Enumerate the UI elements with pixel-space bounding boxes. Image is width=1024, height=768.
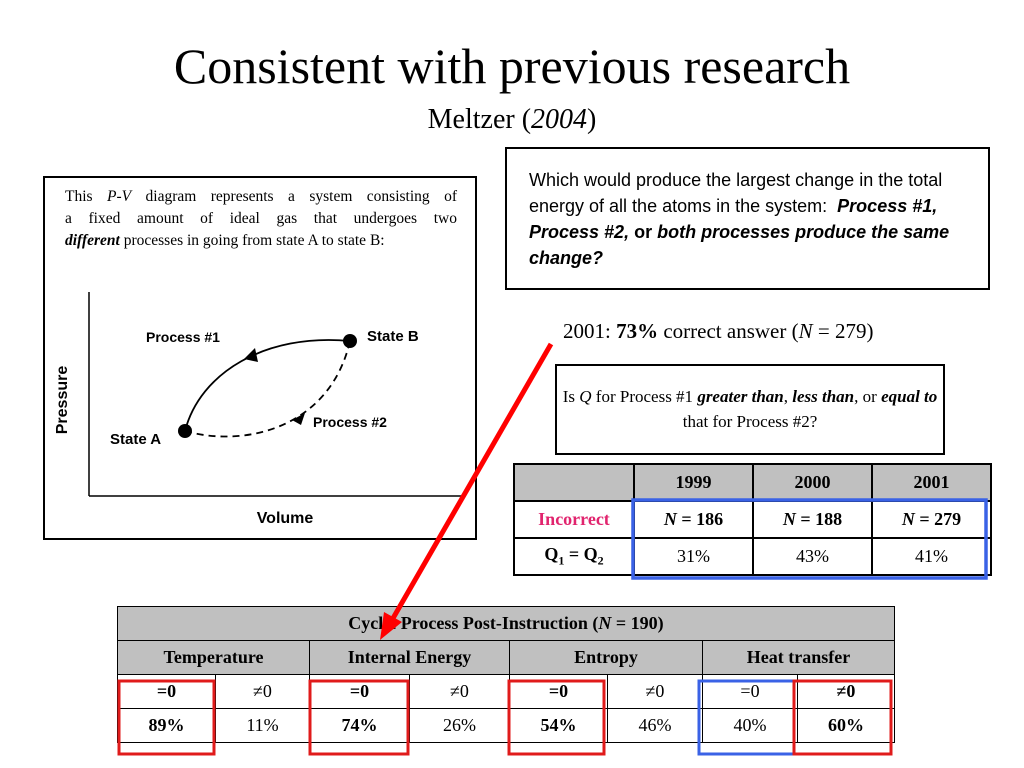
sub-eq-0: =0 xyxy=(309,674,410,709)
cyclic-value: 11% xyxy=(215,708,310,743)
state-b-point xyxy=(343,334,357,348)
year-header: 2001 xyxy=(871,463,992,502)
y-axis-label: Pressure xyxy=(54,366,71,435)
slide-title: Consistent with previous research xyxy=(173,38,851,94)
q-cell: 31% xyxy=(633,537,754,576)
x-axis-label: Volume xyxy=(257,510,314,527)
q-cell: 41% xyxy=(871,537,992,576)
sub-eq-0: =0 xyxy=(702,674,798,709)
group-temperature: Temperature xyxy=(117,640,310,675)
question-box: Which would produce the largest change i… xyxy=(505,147,990,290)
cyclic-value: 74% xyxy=(309,708,410,743)
question-or: or xyxy=(634,222,653,242)
n-cell: N = 279 xyxy=(871,500,992,539)
question-text: Which would produce the largest change i… xyxy=(529,170,943,216)
subtitle-close: ) xyxy=(587,104,597,135)
row-label-incorrect: Incorrect xyxy=(513,500,635,539)
result-middle: correct answer ( xyxy=(663,319,799,343)
cyclic-value: 40% xyxy=(702,708,798,743)
process1-arrow xyxy=(244,348,258,362)
result-line: 2001: 73% correct answer (N = 279) xyxy=(563,318,873,344)
year-header: 2000 xyxy=(752,463,873,502)
cyclic-title: Cyclic Process Post-Instruction (N = 190… xyxy=(117,606,895,641)
result-n-value: = 279) xyxy=(817,319,874,343)
result-prefix: 2001: xyxy=(563,319,611,343)
question-option-3: both processes produce the same change? xyxy=(529,222,950,268)
process1-curve xyxy=(184,339,351,432)
n-cell: N = 188 xyxy=(752,500,873,539)
sub-eq-0: =0 xyxy=(117,674,216,709)
years-header-empty xyxy=(513,463,635,502)
result-n-label: N xyxy=(798,319,813,343)
sub-neq-0: ≠0 xyxy=(215,674,310,709)
process1-label: Process #1 xyxy=(146,329,220,345)
cyclic-value: 89% xyxy=(117,708,216,743)
result-percent: 73% xyxy=(616,319,659,343)
process2-arrow xyxy=(292,413,305,425)
sub-neq-0: ≠0 xyxy=(607,674,703,709)
subtitle-author: Meltzer ( xyxy=(427,104,532,135)
sub-neq-0: ≠0 xyxy=(797,674,895,709)
cyclic-value: 54% xyxy=(509,708,608,743)
pv-desc-line-1: This P-V diagram represents a system con… xyxy=(65,188,458,205)
pv-diagram: Pressure Volume Process #1 Process #2 St… xyxy=(54,292,465,527)
state-a-point xyxy=(178,424,192,438)
process2-curve xyxy=(184,340,351,438)
slide-subtitle: Meltzer (2004) xyxy=(0,104,1024,136)
sub-eq-0: =0 xyxy=(509,674,608,709)
pv-desc-line-3: different processes in going from state … xyxy=(65,232,385,249)
question-option-1-2: Process #1, Process #2, xyxy=(529,196,938,242)
pv-desc-line-2: a fixed amount of ideal gas that undergo… xyxy=(65,210,457,227)
subtitle-year: 2004 xyxy=(531,104,588,135)
group-internal-energy: Internal Energy xyxy=(309,640,510,675)
cyclic-value: 46% xyxy=(607,708,703,743)
group-heat-transfer: Heat transfer xyxy=(702,640,895,675)
cyclic-value: 60% xyxy=(797,708,895,743)
sub-neq-0: ≠0 xyxy=(409,674,510,709)
years-table: 1999 2000 2001 Incorrect N = 186 N = 188… xyxy=(513,463,992,576)
process2-label: Process #2 xyxy=(313,414,387,430)
q-cell: 43% xyxy=(752,537,873,576)
state-b-label: State B xyxy=(367,328,419,345)
cyclic-table: Cyclic Process Post-Instruction (N = 190… xyxy=(117,606,895,743)
state-a-label: State A xyxy=(110,431,161,448)
pv-description: This P-V diagram represents a system con… xyxy=(65,186,457,252)
row-label-q: Q1 = Q2 xyxy=(513,537,635,576)
question2-box: Is Q for Process #1 greater than, less t… xyxy=(555,364,945,455)
group-entropy: Entropy xyxy=(509,640,703,675)
pv-diagram-panel: This P-V diagram represents a system con… xyxy=(43,176,477,540)
cyclic-value: 26% xyxy=(409,708,510,743)
year-header: 1999 xyxy=(633,463,754,502)
n-cell: N = 186 xyxy=(633,500,754,539)
